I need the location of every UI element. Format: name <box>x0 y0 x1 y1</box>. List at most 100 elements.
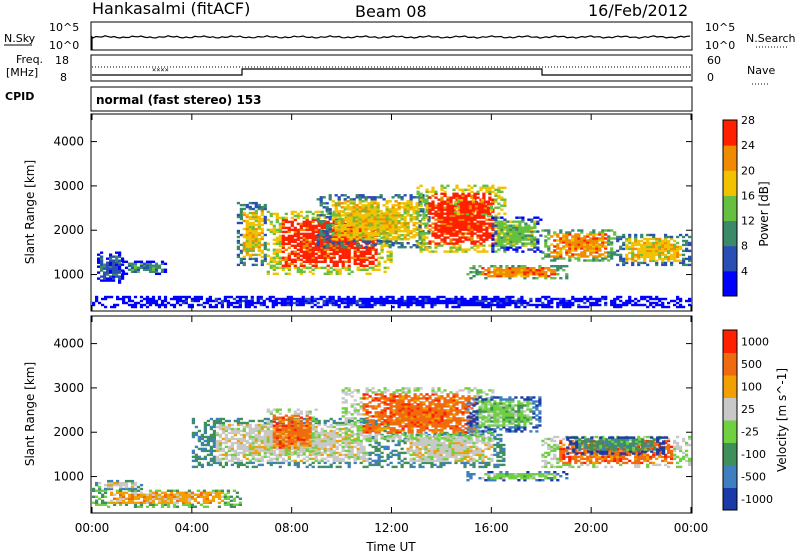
power-echo-cell <box>568 257 572 260</box>
power-echo-cell <box>409 299 413 303</box>
power-echo-cell <box>346 295 350 299</box>
power-echo-cell <box>425 200 429 203</box>
velocity-echo-cell <box>113 493 117 496</box>
power-echo-cell <box>145 299 150 303</box>
power-echo-cell <box>311 236 315 240</box>
power-echo-cell <box>682 257 686 261</box>
power-echo-cell <box>526 269 530 272</box>
power-echo-cell <box>148 264 153 267</box>
power-echo-cell <box>257 215 261 219</box>
power-echo-cell <box>341 266 345 269</box>
power-echo-cell <box>340 246 344 249</box>
power-echo-cell <box>464 196 468 199</box>
power-echo-cell <box>340 242 344 245</box>
power-echo-cell <box>658 253 662 257</box>
power-echo-cell <box>494 240 498 243</box>
power-echo-cell <box>670 247 674 251</box>
power-echo-cell <box>388 224 392 227</box>
power-echo-cell <box>256 295 260 299</box>
power-echo-cell <box>181 301 186 305</box>
velocity-echo-cell <box>272 461 276 465</box>
power-echo-cell <box>340 244 344 247</box>
power-echo-cell <box>446 216 450 219</box>
power-echo-cell <box>214 299 218 303</box>
power-echo-cell <box>332 240 336 243</box>
power-echo-cell <box>500 222 504 225</box>
power-echo-cell <box>311 238 315 241</box>
power-echo-cell <box>331 301 335 305</box>
power-echo-cell <box>661 259 665 263</box>
power-echo-cell <box>682 249 686 253</box>
velocity-echo-cell <box>272 451 276 455</box>
velocity-echo-cell <box>214 495 218 498</box>
power-echo-cell <box>373 214 377 217</box>
power-echo-cell <box>257 221 261 225</box>
velocity-echo-cell <box>202 497 206 500</box>
power-echo-cell <box>667 301 671 305</box>
power-echo-cell <box>275 248 279 251</box>
power-echo-cell <box>133 264 138 267</box>
power-echo-cell <box>275 242 279 245</box>
power-echo-cell <box>480 205 485 208</box>
velocity-echo-cell <box>236 457 240 461</box>
power-echo-cell <box>205 299 209 303</box>
power-echo-cell <box>274 303 278 307</box>
power-echo-cell <box>521 242 525 245</box>
power-echo-cell <box>299 226 303 230</box>
power-echo-cell <box>568 247 572 250</box>
power-echo-cell <box>317 230 321 234</box>
power-echo-cell <box>320 226 324 230</box>
power-echo-cell <box>679 253 683 257</box>
power-echo-cell <box>409 202 413 205</box>
freq-tick-bottom: 8 <box>60 71 67 84</box>
velocity-echo-cell <box>127 499 132 502</box>
power-echo-cell <box>287 256 291 259</box>
power-echo-cell <box>589 237 593 240</box>
power-echo-cell <box>470 196 474 199</box>
power-echo-cell <box>536 222 540 225</box>
power-echo-cell <box>449 228 453 231</box>
power-echo-cell <box>121 257 125 260</box>
power-echo-cell <box>365 248 369 251</box>
power-echo-cell <box>640 261 644 265</box>
power-echo-cell <box>460 303 464 307</box>
power-echo-cell <box>175 299 180 303</box>
power-echo-cell <box>328 212 332 215</box>
power-echo-cell <box>568 303 572 307</box>
power-echo-cell <box>400 242 404 245</box>
power-echo-cell <box>314 210 318 214</box>
power-echo-cell <box>319 234 323 237</box>
power-echo-cell <box>245 229 249 233</box>
power-echo-cell <box>380 236 384 240</box>
power-echo-cell <box>508 295 512 299</box>
power-echo-cell <box>362 250 366 253</box>
power-echo-cell <box>536 248 540 251</box>
power-echo-cell <box>296 242 300 245</box>
power-echo-cell <box>473 232 477 235</box>
velocity-echo-cell <box>200 441 204 445</box>
power-echo-cell <box>347 272 351 275</box>
power-echo-cell <box>335 268 339 271</box>
power-echo-cell <box>487 297 491 301</box>
power-echo-cell <box>157 266 162 269</box>
power-echo-cell <box>500 220 504 223</box>
power-echo-cell <box>373 222 377 225</box>
velocity-echo-cell <box>104 487 108 491</box>
power-echo-cell <box>338 238 342 241</box>
power-echo-cell <box>299 254 303 257</box>
power-echo-cell <box>302 250 306 253</box>
power-echo-cell <box>370 220 374 223</box>
power-echo-cell <box>337 234 341 237</box>
power-echo-cell <box>455 250 459 253</box>
velocity-echo-cell <box>254 425 258 429</box>
power-echo-cell <box>332 254 336 257</box>
power-echo-cell <box>619 245 623 249</box>
cpid-label: CPID <box>5 90 34 103</box>
velocity-echo-cell <box>266 449 270 453</box>
power-echo-cell <box>409 204 413 207</box>
power-echo-cell <box>601 231 605 234</box>
velocity-echo-cell <box>200 433 204 437</box>
power-echo-cell <box>667 249 671 253</box>
power-echo-cell <box>329 266 333 269</box>
power-echo-cell <box>316 242 320 245</box>
